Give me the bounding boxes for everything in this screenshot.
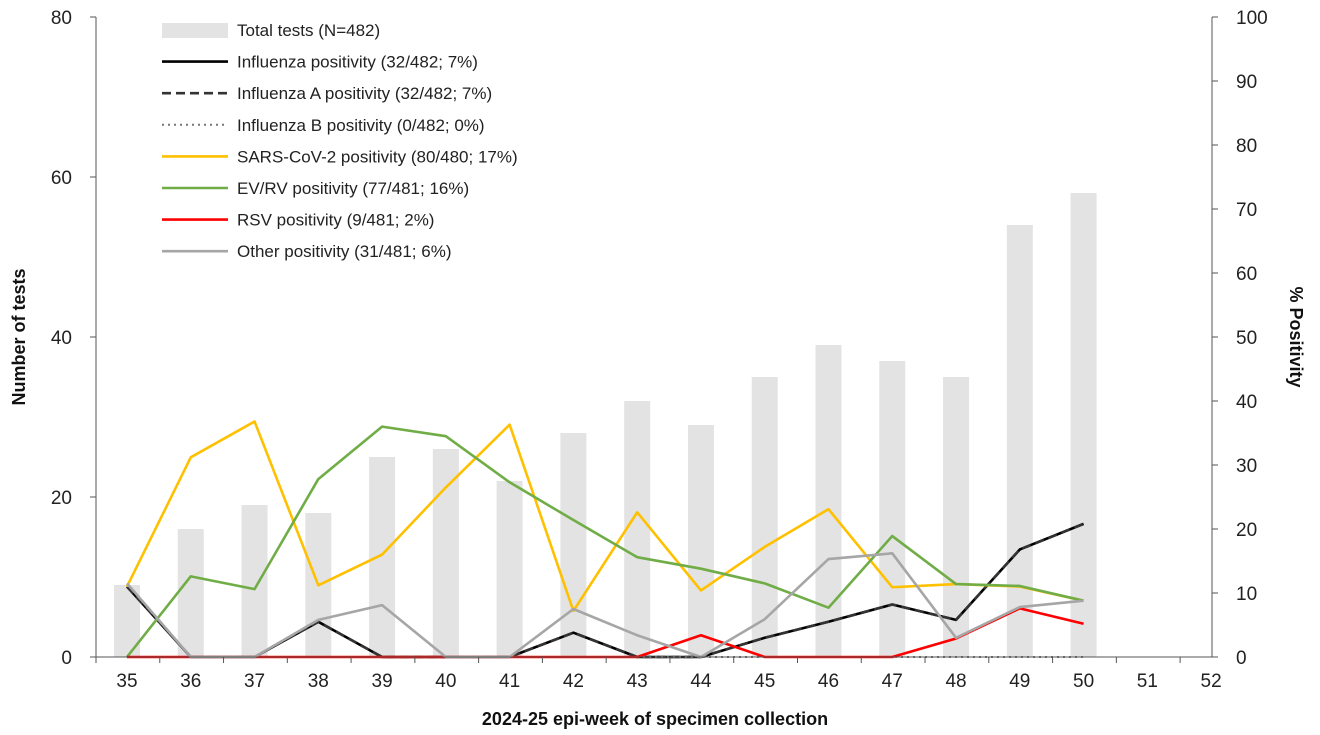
legend-label-3: SARS-CoV-2 positivity (80/480; 17%)	[237, 147, 518, 166]
legend-item-0: Influenza positivity (32/482; 7%)	[162, 53, 478, 72]
series-line-4	[125, 425, 1084, 658]
y-right-tick-label: 40	[1236, 392, 1257, 413]
bar-week-37	[241, 505, 268, 657]
legend-item-1: Influenza A positivity (32/482; 7%)	[162, 84, 492, 103]
x-tick-label: 43	[627, 671, 648, 692]
x-tick-label: 51	[1137, 671, 1158, 692]
lines-layer	[125, 420, 1085, 659]
legend-label-6: Other positivity (31/481; 6%)	[237, 242, 451, 261]
y-left-tick-label: 40	[51, 328, 72, 349]
y-left-tick-label: 60	[51, 168, 72, 189]
x-tick-label: 36	[180, 671, 201, 692]
legend-label-1: Influenza A positivity (32/482; 7%)	[237, 84, 492, 103]
bar-week-49	[1006, 225, 1033, 657]
y-left-tick-label: 20	[51, 488, 72, 509]
series-line-3	[125, 420, 1084, 613]
bar-week-40	[432, 449, 459, 657]
bar-week-42	[560, 433, 587, 657]
x-axis-title: 2024-25 epi-week of specimen collection	[482, 709, 828, 729]
y-right-tick-label: 0	[1236, 648, 1247, 669]
bar-week-47	[879, 361, 906, 657]
legend-item-5: RSV positivity (9/481; 2%)	[162, 211, 434, 230]
x-tick-label: 48	[945, 671, 966, 692]
legend-layer: Total tests (N=482) Influenza positivity …	[162, 21, 518, 261]
x-tick-label: 42	[563, 671, 584, 692]
x-tick-label: 45	[754, 671, 775, 692]
bar-week-43	[624, 401, 651, 657]
x-tick-label: 37	[244, 671, 265, 692]
series-line-0	[126, 522, 1085, 659]
bar-week-44	[687, 425, 714, 657]
y-right-tick-label: 80	[1236, 136, 1257, 157]
legend-label-5: RSV positivity (9/481; 2%)	[237, 211, 434, 230]
bar-week-48	[943, 377, 970, 657]
y-left-tick-label: 80	[51, 8, 72, 29]
legend-item-3: SARS-CoV-2 positivity (80/480; 17%)	[162, 147, 518, 166]
y-right-tick-label: 100	[1236, 8, 1268, 29]
legend-item-6: Other positivity (31/481; 6%)	[162, 242, 451, 261]
bar-week-36	[177, 529, 204, 657]
y-right-axis-title: % Positivity	[1286, 286, 1306, 387]
legend-label-bars: Total tests (N=482)	[237, 21, 380, 40]
y-left-tick-label: 0	[61, 648, 72, 669]
legend-label-2: Influenza B positivity (0/482; 0%)	[237, 116, 485, 135]
bar-week-45	[751, 377, 778, 657]
x-tick-label: 39	[372, 671, 393, 692]
y-right-tick-label: 10	[1236, 584, 1257, 605]
legend-item-4: EV/RV positivity (77/481; 16%)	[162, 179, 469, 198]
series-line-6	[126, 552, 1084, 659]
bars-layer	[114, 193, 1097, 657]
y-right-tick-label: 30	[1236, 456, 1257, 477]
x-tick-label: 40	[435, 671, 456, 692]
x-tick-label: 52	[1201, 671, 1222, 692]
bar-week-50	[1070, 193, 1097, 657]
y-right-tick-label: 60	[1236, 264, 1257, 285]
y-right-tick-label: 90	[1236, 72, 1257, 93]
legend-label-4: EV/RV positivity (77/481; 16%)	[237, 179, 469, 198]
x-tick-label: 35	[116, 671, 137, 692]
x-tick-label: 47	[882, 671, 903, 692]
bar-week-41	[496, 481, 523, 657]
x-tick-label: 50	[1073, 671, 1094, 692]
bar-week-46	[815, 345, 842, 657]
x-tick-label: 46	[818, 671, 839, 692]
bar-week-39	[369, 457, 396, 657]
legend-label-0: Influenza positivity (32/482; 7%)	[237, 53, 478, 72]
y-right-tick-label: 20	[1236, 520, 1257, 541]
legend-swatch-bars	[162, 23, 228, 38]
axes-layer: 0 20 40 60 80 0 10 20 30 40 50 60 70 80 90 100 35 36 37 38 3…	[51, 8, 1268, 692]
x-tick-label: 44	[690, 671, 712, 692]
y-right-tick-label: 50	[1236, 328, 1257, 349]
x-tick-label: 41	[499, 671, 520, 692]
series-line-1	[126, 522, 1085, 659]
legend-item-2: Influenza B positivity (0/482; 0%)	[162, 116, 485, 135]
x-tick-label: 49	[1009, 671, 1030, 692]
legend-item-bars: Total tests (N=482)	[162, 21, 380, 40]
y-left-axis-title: Number of tests	[9, 268, 29, 405]
x-tick-label: 38	[308, 671, 329, 692]
y-right-tick-label: 70	[1236, 200, 1257, 221]
